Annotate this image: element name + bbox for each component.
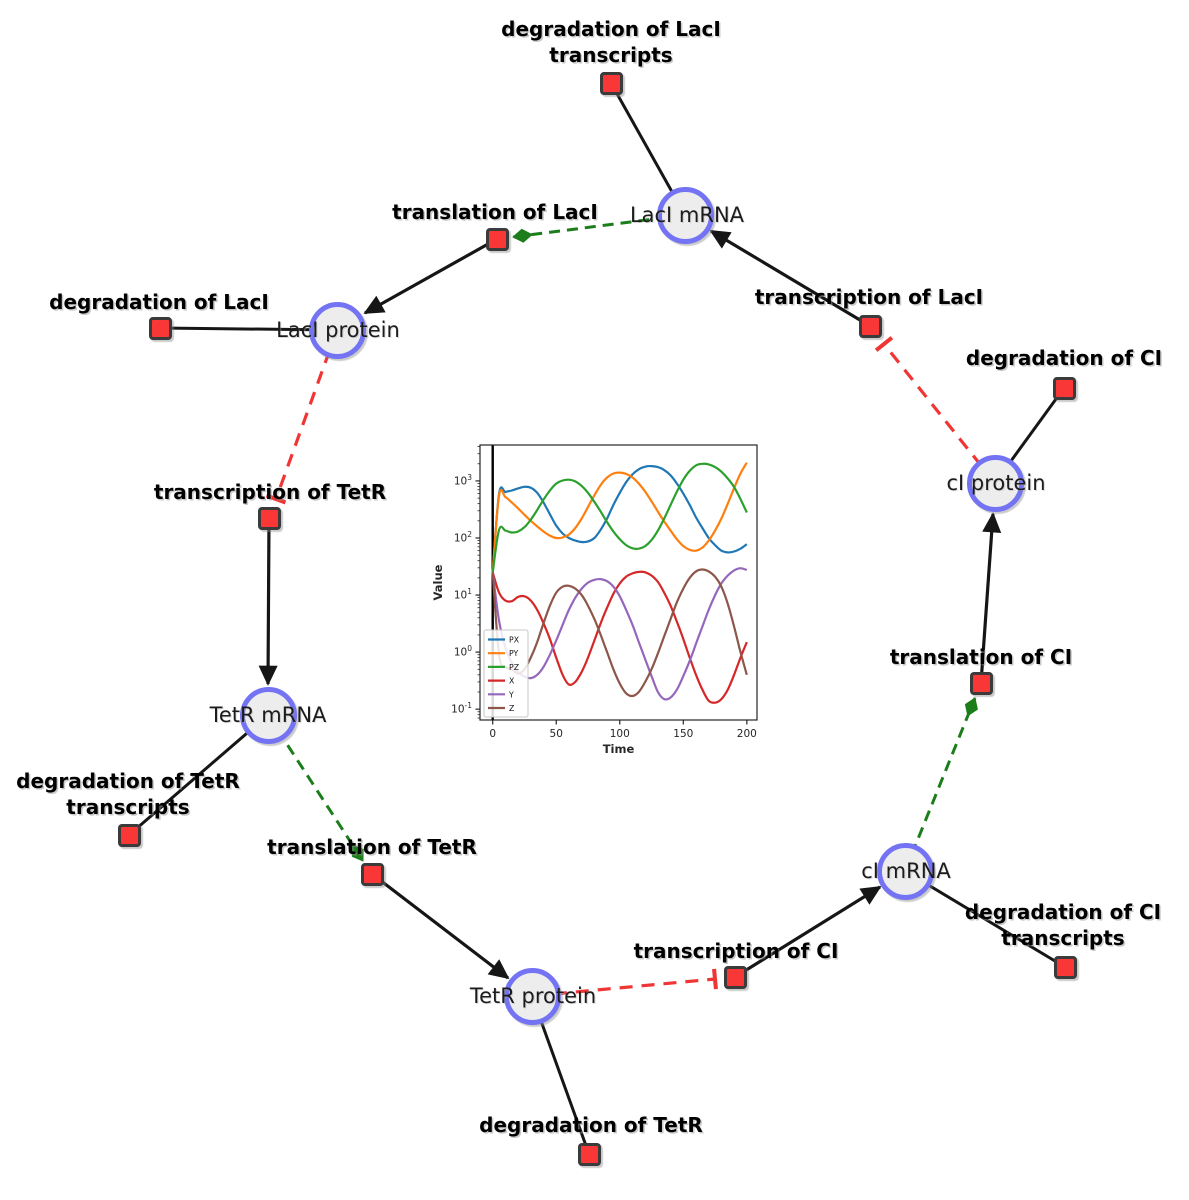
series-PY bbox=[491, 462, 748, 573]
edge-ci-mrna-to-degradation-transcripts bbox=[904, 869, 1066, 969]
species-node-tetr-mrna bbox=[239, 686, 297, 744]
y-axis: 103 102 101 100 10-1 Value bbox=[431, 446, 480, 719]
legend: PX PY PZ XYZ bbox=[483, 629, 529, 718]
reaction-label-degradation-ci-transcripts: degradation of CI transcripts bbox=[964, 900, 1162, 950]
reaction-label-degradation-laci-transcripts: degradation of LacI transcripts bbox=[501, 17, 721, 67]
reaction-node-transcription-laci bbox=[858, 314, 882, 338]
species-label-ci-mrna: cI mRNA bbox=[861, 859, 951, 883]
species-label-tetr-protein: TetR protein bbox=[469, 984, 597, 1008]
reaction-label-degradation-tetr-transcripts: degradation of TetR transcripts bbox=[16, 769, 240, 819]
reaction-node-degradation-laci bbox=[148, 316, 172, 340]
reaction-node-transcription-ci bbox=[723, 965, 747, 989]
svg-text:100: 100 bbox=[610, 728, 630, 740]
svg-text:PX: PX bbox=[509, 636, 520, 645]
reaction-node-degradation-tetr-transcripts bbox=[117, 823, 141, 847]
svg-text:100: 100 bbox=[454, 644, 472, 659]
edge-translation-tetr-to-tetr-protein bbox=[371, 872, 510, 980]
edge-tetr-mrna-to-degradation-transcripts bbox=[128, 713, 269, 837]
species-label-laci-protein: LacI protein bbox=[276, 318, 400, 342]
edge-translation-ci-to-ci-protein bbox=[979, 512, 1002, 684]
svg-text:10-1: 10-1 bbox=[451, 701, 472, 716]
edge-transcription-ci-to-ci-mrna bbox=[734, 885, 882, 979]
edge-tetr-mrna-modifies-translation-tetr bbox=[266, 714, 365, 862]
reaction-label-transcription-tetr: transcription of TetR bbox=[153, 480, 387, 504]
reaction-label-translation-tetr: translation of TetR bbox=[267, 835, 477, 859]
reaction-node-degradation-ci-transcripts bbox=[1053, 955, 1077, 979]
reaction-node-translation-tetr bbox=[360, 862, 384, 886]
svg-text:101: 101 bbox=[454, 587, 472, 602]
svg-text:0: 0 bbox=[489, 728, 496, 740]
series-PX bbox=[491, 464, 748, 573]
species-label-ci-protein: cI protein bbox=[946, 471, 1046, 495]
reaction-label-translation-laci: translation of LacI bbox=[392, 200, 598, 224]
edge-tetr-protein-inhibits-transcription-ci bbox=[531, 968, 718, 998]
svg-text:Value: Value bbox=[431, 564, 445, 600]
edge-ci-mrna-modifies-translation-ci bbox=[903, 697, 978, 872]
species-node-laci-mrna bbox=[656, 186, 714, 244]
reaction-node-translation-ci bbox=[969, 671, 993, 695]
reaction-label-translation-ci: translation of CI bbox=[889, 645, 1073, 669]
edge-ci-protein-inhibits-transcription-laci bbox=[874, 336, 997, 484]
series-X bbox=[491, 570, 748, 704]
svg-text:102: 102 bbox=[454, 530, 472, 545]
series-Y bbox=[491, 567, 748, 701]
reaction-node-translation-laci bbox=[485, 227, 509, 251]
edge-transcription-laci-to-laci-mrna bbox=[709, 229, 871, 328]
reaction-label-transcription-laci: transcription of LacI bbox=[754, 285, 984, 309]
svg-text:150: 150 bbox=[673, 728, 693, 740]
reaction-node-degradation-ci bbox=[1052, 376, 1076, 400]
svg-text:103: 103 bbox=[454, 473, 472, 488]
reaction-label-degradation-tetr: degradation of TetR bbox=[479, 1113, 703, 1137]
reaction-node-degradation-laci-transcripts bbox=[599, 71, 623, 95]
svg-text:PZ: PZ bbox=[509, 663, 519, 672]
series-Z bbox=[491, 568, 748, 698]
species-node-ci-protein bbox=[966, 454, 1024, 512]
reaction-node-degradation-tetr bbox=[577, 1142, 601, 1166]
series-PZ bbox=[491, 462, 748, 573]
edge-transcription-tetr-to-tetr-mrna bbox=[258, 517, 278, 686]
x-axis: 0 50 100 150 200 Time bbox=[489, 720, 757, 756]
edge-laci-protein-inhibits-transcription-tetr bbox=[265, 329, 339, 505]
species-node-laci-protein bbox=[308, 301, 366, 359]
reaction-label-transcription-ci: transcription of CI bbox=[633, 939, 839, 963]
edge-laci-mrna-modifies-translation-laci bbox=[512, 213, 686, 243]
svg-text:Z: Z bbox=[509, 704, 514, 713]
species-node-ci-mrna bbox=[876, 842, 934, 900]
plot-curves bbox=[491, 462, 748, 704]
edge-laci-protein-to-degradation bbox=[159, 326, 338, 332]
species-label-laci-mrna: LacI mRNA bbox=[629, 203, 745, 227]
reaction-label-degradation-ci: degradation of CI bbox=[965, 346, 1163, 370]
species-node-tetr-protein bbox=[503, 967, 561, 1025]
reaction-node-transcription-tetr bbox=[257, 506, 281, 530]
axes-frame bbox=[479, 444, 758, 721]
svg-text:Y: Y bbox=[508, 690, 514, 699]
species-label-tetr-mrna: TetR mRNA bbox=[209, 703, 327, 727]
reaction-label-degradation-laci: degradation of LacI bbox=[49, 290, 269, 314]
svg-text:Time: Time bbox=[603, 742, 635, 756]
edge-translation-laci-to-laci-protein bbox=[363, 237, 498, 315]
svg-text:PY: PY bbox=[509, 649, 519, 658]
svg-text:50: 50 bbox=[550, 728, 563, 740]
svg-text:X: X bbox=[509, 677, 515, 686]
svg-text:200: 200 bbox=[737, 728, 757, 740]
